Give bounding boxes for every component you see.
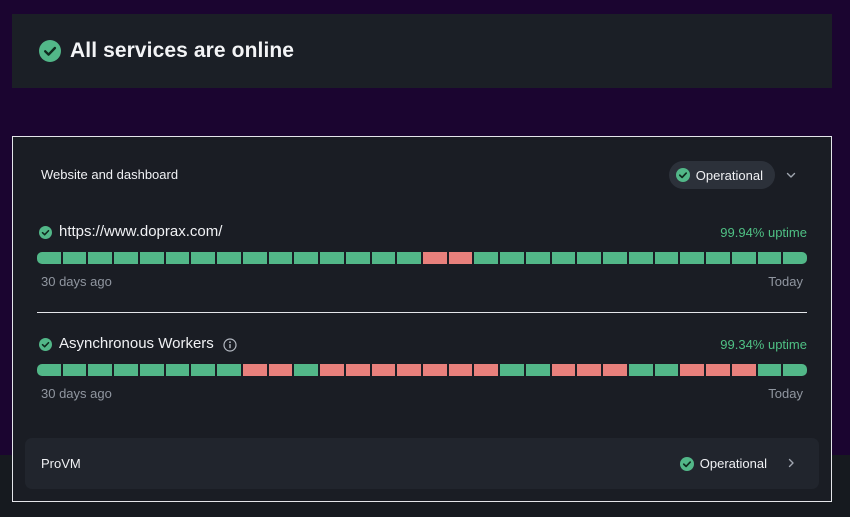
uptime-day-bar[interactable] (37, 364, 61, 376)
service-website: https://www.doprax.com/ 99.94% uptime 30… (37, 223, 808, 289)
uptime-day-bar[interactable] (474, 364, 499, 376)
uptime-bars (37, 252, 808, 264)
service-status: Operational (679, 456, 767, 471)
check-circle-icon (39, 338, 52, 351)
service-status-label: Operational (699, 456, 767, 471)
uptime-day-bar[interactable] (628, 364, 653, 376)
uptime-day-bar[interactable] (217, 364, 241, 376)
check-circle-icon (39, 226, 52, 239)
chevron-right-icon[interactable] (785, 457, 797, 469)
uptime-day-bar[interactable] (191, 364, 216, 376)
group-title: Website and dashboard (41, 167, 179, 182)
uptime-day-bar[interactable] (423, 364, 447, 376)
uptime-day-bar[interactable] (320, 364, 344, 376)
uptime-day-bar[interactable] (217, 252, 241, 264)
group-status-badge: Operational (668, 161, 775, 189)
service-divider (37, 312, 807, 313)
uptime-day-bar[interactable] (294, 364, 319, 376)
uptime-day-bar[interactable] (680, 364, 705, 376)
uptime-day-bar[interactable] (88, 252, 113, 264)
uptime-percentage: 99.94% uptime (720, 225, 807, 240)
range-start-label: 30 days ago (41, 274, 112, 289)
uptime-day-bar[interactable] (577, 252, 602, 264)
uptime-day-bar[interactable] (448, 364, 473, 376)
uptime-day-bar[interactable] (371, 252, 396, 264)
uptime-percentage: 99.34% uptime (720, 337, 807, 352)
uptime-day-bar[interactable] (706, 364, 730, 376)
uptime-day-bar[interactable] (139, 364, 164, 376)
uptime-day-bar[interactable] (242, 364, 267, 376)
uptime-bars (37, 364, 808, 376)
uptime-day-bar[interactable] (191, 252, 216, 264)
uptime-day-bar[interactable] (371, 364, 396, 376)
group-status-label: Operational (695, 167, 763, 183)
service-group: Website and dashboard Operational https:… (12, 136, 832, 502)
info-icon[interactable] (223, 338, 237, 352)
uptime-day-bar[interactable] (783, 364, 808, 376)
uptime-day-bar[interactable] (88, 364, 113, 376)
service-name: https://www.doprax.com/ (59, 223, 223, 240)
range-end-label: Today (768, 274, 803, 289)
uptime-day-bar[interactable] (423, 252, 447, 264)
uptime-day-bar[interactable] (268, 252, 293, 264)
uptime-day-bar[interactable] (654, 364, 679, 376)
service-async-workers: Asynchronous Workers 99.34% uptime 30 da… (37, 335, 808, 401)
uptime-day-bar[interactable] (165, 252, 190, 264)
uptime-day-bar[interactable] (500, 252, 524, 264)
uptime-day-bar[interactable] (37, 252, 61, 264)
uptime-day-bar[interactable] (268, 364, 293, 376)
uptime-day-bar[interactable] (345, 364, 370, 376)
check-circle-icon (679, 456, 694, 471)
uptime-day-bar[interactable] (114, 364, 138, 376)
range-start-label: 30 days ago (41, 386, 112, 401)
uptime-day-bar[interactable] (62, 364, 87, 376)
uptime-day-bar[interactable] (757, 364, 782, 376)
uptime-day-bar[interactable] (525, 252, 550, 264)
uptime-day-bar[interactable] (345, 252, 370, 264)
uptime-day-bar[interactable] (783, 252, 808, 264)
uptime-day-bar[interactable] (139, 252, 164, 264)
uptime-day-bar[interactable] (448, 252, 473, 264)
service-name: Asynchronous Workers (59, 335, 214, 352)
service-name: ProVM (41, 456, 81, 471)
uptime-day-bar[interactable] (397, 252, 422, 264)
uptime-day-bar[interactable] (731, 364, 756, 376)
uptime-day-bar[interactable] (114, 252, 138, 264)
uptime-day-bar[interactable] (551, 252, 576, 264)
chevron-down-icon[interactable] (785, 169, 797, 181)
uptime-day-bar[interactable] (551, 364, 576, 376)
uptime-day-bar[interactable] (165, 364, 190, 376)
uptime-day-bar[interactable] (474, 252, 499, 264)
check-circle-icon (39, 40, 61, 62)
uptime-day-bar[interactable] (628, 252, 653, 264)
check-circle-icon (675, 168, 690, 182)
uptime-day-bar[interactable] (294, 252, 319, 264)
uptime-day-bar[interactable] (525, 364, 550, 376)
uptime-day-bar[interactable] (242, 252, 267, 264)
uptime-day-bar[interactable] (62, 252, 87, 264)
uptime-day-bar[interactable] (397, 364, 422, 376)
uptime-day-bar[interactable] (706, 252, 730, 264)
uptime-day-bar[interactable] (603, 252, 627, 264)
group-header[interactable]: Website and dashboard Operational (13, 161, 831, 189)
banner-title: All services are online (70, 39, 295, 62)
service-row-provm[interactable]: ProVM Operational (25, 438, 819, 489)
range-end-label: Today (768, 386, 803, 401)
uptime-day-bar[interactable] (577, 364, 602, 376)
uptime-day-bar[interactable] (603, 364, 627, 376)
status-banner: All services are online (12, 14, 832, 88)
uptime-day-bar[interactable] (500, 364, 524, 376)
uptime-day-bar[interactable] (731, 252, 756, 264)
uptime-day-bar[interactable] (654, 252, 679, 264)
uptime-day-bar[interactable] (757, 252, 782, 264)
uptime-day-bar[interactable] (320, 252, 344, 264)
uptime-day-bar[interactable] (680, 252, 705, 264)
